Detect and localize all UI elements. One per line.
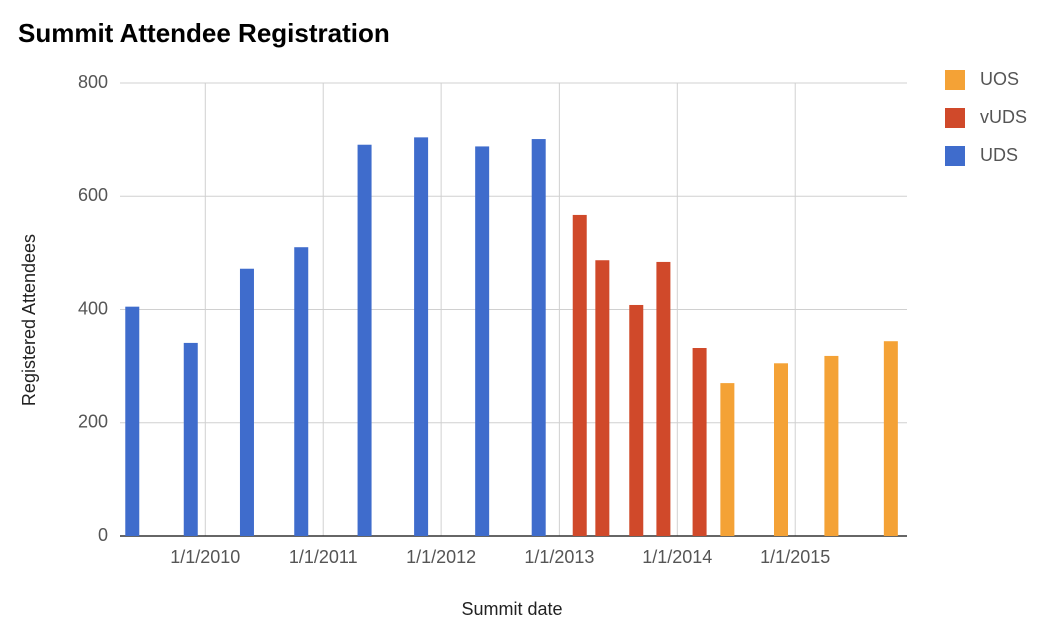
bar: [183, 342, 198, 536]
y-tick-label: 400: [78, 298, 108, 318]
bar: [692, 348, 707, 536]
x-tick-label: 1/1/2014: [642, 547, 712, 567]
y-tick-label: 800: [78, 72, 108, 92]
bar: [629, 304, 644, 536]
chart-title: Summit Attendee Registration: [18, 18, 390, 48]
y-tick-label: 0: [98, 525, 108, 545]
bar: [357, 144, 372, 536]
bar: [883, 341, 898, 536]
y-axis-label: Registered Attendees: [19, 234, 39, 406]
bar: [824, 355, 839, 536]
x-axis-label: Summit date: [461, 599, 562, 619]
bar: [774, 363, 789, 536]
x-tick-label: 1/1/2011: [289, 547, 358, 567]
legend-swatch: [945, 70, 965, 90]
bar: [595, 260, 610, 536]
legend-swatch: [945, 146, 965, 166]
bar: [572, 214, 587, 536]
x-tick-label: 1/1/2012: [406, 547, 476, 567]
legend-label: UDS: [980, 145, 1018, 165]
bar: [414, 137, 429, 537]
bar: [239, 268, 254, 536]
bar: [656, 261, 671, 536]
legend-label: vUDS: [980, 107, 1027, 127]
bar: [475, 146, 490, 537]
bar: [294, 247, 309, 536]
legend-swatch: [945, 108, 965, 128]
bar: [125, 306, 140, 536]
bar: [720, 383, 735, 536]
y-tick-label: 200: [78, 412, 108, 432]
x-tick-label: 1/1/2015: [760, 547, 830, 567]
bar: [531, 139, 546, 536]
legend-label: UOS: [980, 69, 1019, 89]
x-tick-label: 1/1/2013: [524, 547, 594, 567]
y-tick-label: 600: [78, 185, 108, 205]
x-tick-label: 1/1/2010: [170, 547, 240, 567]
